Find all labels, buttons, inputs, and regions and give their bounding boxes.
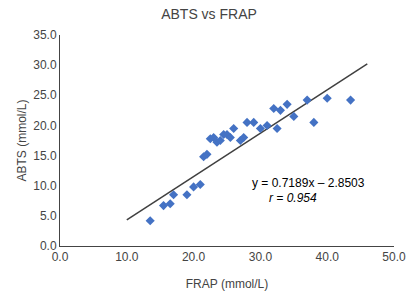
svg-text:ABTS vs FRAP: ABTS vs FRAP [161,6,257,22]
svg-text:5.0: 5.0 [40,209,57,223]
svg-text:ABTS (mmol/L): ABTS (mmol/L) [15,99,29,181]
svg-text:50.0: 50.0 [382,250,406,264]
svg-text:20.0: 20.0 [33,119,57,133]
svg-text:20.0: 20.0 [182,250,206,264]
svg-text:30.0: 30.0 [33,58,57,72]
svg-text:35.0: 35.0 [33,28,57,42]
svg-text:r = 0.954: r = 0.954 [269,191,317,205]
svg-text:15.0: 15.0 [33,149,57,163]
svg-text:y = 0.7189x – 2.8503: y = 0.7189x – 2.8503 [252,176,365,190]
svg-text:40.0: 40.0 [316,250,340,264]
svg-text:30.0: 30.0 [249,250,273,264]
svg-text:0.0: 0.0 [52,250,69,264]
svg-text:25.0: 25.0 [33,88,57,102]
svg-text:10.0: 10.0 [115,250,139,264]
svg-text:FRAP (mmol/L): FRAP (mmol/L) [186,277,268,291]
svg-text:10.0: 10.0 [33,179,57,193]
svg-text:0.0: 0.0 [40,239,57,253]
